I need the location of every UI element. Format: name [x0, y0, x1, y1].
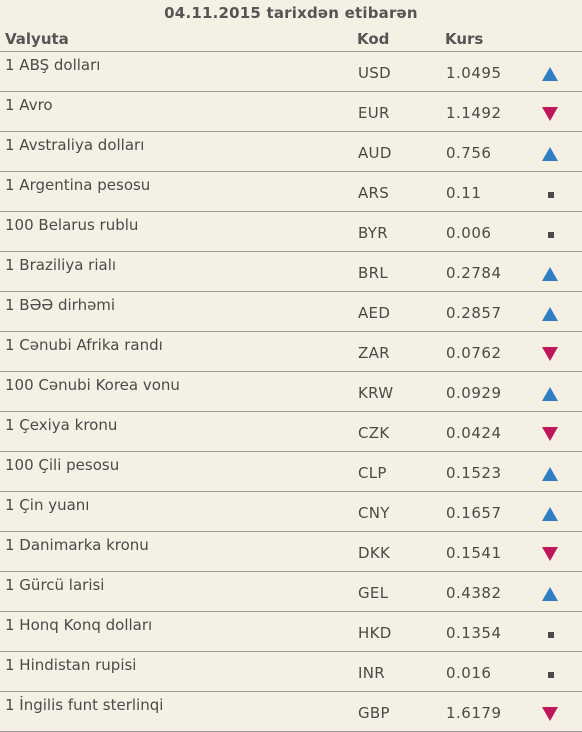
- currency-code: CZK: [358, 424, 390, 442]
- table-row: 1 Gürcü larisi GEL 0.4382: [0, 572, 582, 612]
- exchange-rate: 0.0762: [446, 344, 502, 362]
- currency-name: 1 Cənubi Afrika randı: [5, 336, 163, 354]
- header-code: Kod: [357, 30, 390, 48]
- table-row: 100 Çili pesosu CLP 0.1523: [0, 452, 582, 492]
- currency-name: 1 ABŞ dolları: [5, 56, 101, 74]
- table-row: 1 Argentina pesosu ARS 0.11: [0, 172, 582, 212]
- trend-up-icon: [540, 466, 560, 482]
- trend-up-icon: [540, 266, 560, 282]
- exchange-rate: 1.0495: [446, 64, 502, 82]
- exchange-rate: 0.1541: [446, 544, 502, 562]
- trend-up-icon: [540, 306, 560, 322]
- trend-down-icon: [540, 706, 560, 722]
- table-row: 1 Avstraliya dolları AUD 0.756: [0, 132, 582, 172]
- table-row: 1 Cənubi Afrika randı ZAR 0.0762: [0, 332, 582, 372]
- currency-code: HKD: [358, 624, 392, 642]
- table-row: 1 Avro EUR 1.1492: [0, 92, 582, 132]
- currency-code: EUR: [358, 104, 390, 122]
- trend-up-icon: [540, 586, 560, 602]
- exchange-rate: 0.006: [446, 224, 492, 242]
- table-row: 1 Honq Konq dolları HKD 0.1354: [0, 612, 582, 652]
- trend-unchanged-icon: [540, 626, 560, 642]
- table-row: 1 Çin yuanı CNY 0.1657: [0, 492, 582, 532]
- table-row: 1 Çexiya kronu CZK 0.0424: [0, 412, 582, 452]
- trend-down-icon: [540, 426, 560, 442]
- trend-down-icon: [540, 346, 560, 362]
- currency-table-body: 1 ABŞ dolları USD 1.0495 1 Avro EUR 1.1492 1 A…: [0, 52, 582, 732]
- exchange-rate: 0.2784: [446, 264, 502, 282]
- currency-name: 1 Braziliya rialı: [5, 256, 117, 274]
- currency-name: 1 Çin yuanı: [5, 496, 90, 514]
- currency-code: AED: [358, 304, 391, 322]
- trend-up-icon: [540, 66, 560, 82]
- currency-name: 1 Honq Konq dolları: [5, 616, 153, 634]
- currency-name: 100 Belarus rublu: [5, 216, 139, 234]
- currency-name: 100 Cənubi Korea vonu: [5, 376, 180, 394]
- currency-name: 1 Gürcü larisi: [5, 576, 105, 594]
- currency-name: 1 İngilis funt sterlinqi: [5, 696, 164, 714]
- currency-name: 1 Argentina pesosu: [5, 176, 151, 194]
- exchange-rate: 1.6179: [446, 704, 502, 722]
- table-row: 100 Cənubi Korea vonu KRW 0.0929: [0, 372, 582, 412]
- page-title: 04.11.2015 tarixdən etibarən: [164, 4, 418, 22]
- currency-name: 1 Avro: [5, 96, 53, 114]
- table-row: 1 Braziliya rialı BRL 0.2784: [0, 252, 582, 292]
- header-currency: Valyuta: [5, 30, 69, 48]
- trend-up-icon: [540, 506, 560, 522]
- exchange-rate: 0.2857: [446, 304, 502, 322]
- currency-name: 1 Hindistan rupisi: [5, 656, 137, 674]
- table-row: 1 Hindistan rupisi INR 0.016: [0, 652, 582, 692]
- exchange-rate: 0.0929: [446, 384, 502, 402]
- exchange-rate: 0.1354: [446, 624, 502, 642]
- currency-name: 1 Çexiya kronu: [5, 416, 118, 434]
- trend-down-icon: [540, 546, 560, 562]
- currency-code: DKK: [358, 544, 391, 562]
- exchange-rate: 0.1657: [446, 504, 502, 522]
- table-row: 1 Danimarka kronu DKK 0.1541: [0, 532, 582, 572]
- currency-code: ARS: [358, 184, 390, 202]
- currency-name: 1 Danimarka kronu: [5, 536, 149, 554]
- exchange-rate: 0.756: [446, 144, 492, 162]
- exchange-rate: 0.4382: [446, 584, 502, 602]
- table-header: Valyuta Kod Kurs: [0, 27, 582, 52]
- currency-code: GBP: [358, 704, 390, 722]
- currency-code: KRW: [358, 384, 394, 402]
- currency-name: 100 Çili pesosu: [5, 456, 120, 474]
- table-row: 1 BƏƏ dirhəmi AED 0.2857: [0, 292, 582, 332]
- exchange-rate: 1.1492: [446, 104, 502, 122]
- currency-code: USD: [358, 64, 391, 82]
- trend-up-icon: [540, 146, 560, 162]
- trend-down-icon: [540, 106, 560, 122]
- exchange-rate: 0.0424: [446, 424, 502, 442]
- currency-name: 1 BƏƏ dirhəmi: [5, 296, 116, 314]
- header-rate: Kurs: [445, 30, 484, 48]
- currency-code: CNY: [358, 504, 390, 522]
- trend-up-icon: [540, 386, 560, 402]
- currency-code: INR: [358, 664, 385, 682]
- currency-code: ZAR: [358, 344, 390, 362]
- table-row: 100 Belarus rublu BYR 0.006: [0, 212, 582, 252]
- currency-code: BYR: [358, 224, 388, 242]
- exchange-rate: 0.11: [446, 184, 482, 202]
- exchange-rate: 0.1523: [446, 464, 502, 482]
- table-row: 1 ABŞ dolları USD 1.0495: [0, 52, 582, 92]
- exchange-rate: 0.016: [446, 664, 492, 682]
- trend-unchanged-icon: [540, 186, 560, 202]
- trend-unchanged-icon: [540, 666, 560, 682]
- currency-name: 1 Avstraliya dolları: [5, 136, 145, 154]
- currency-code: AUD: [358, 144, 392, 162]
- currency-code: CLP: [358, 464, 387, 482]
- currency-code: BRL: [358, 264, 388, 282]
- table-row: 1 İngilis funt sterlinqi GBP 1.6179: [0, 692, 582, 732]
- currency-code: GEL: [358, 584, 389, 602]
- trend-unchanged-icon: [540, 226, 560, 242]
